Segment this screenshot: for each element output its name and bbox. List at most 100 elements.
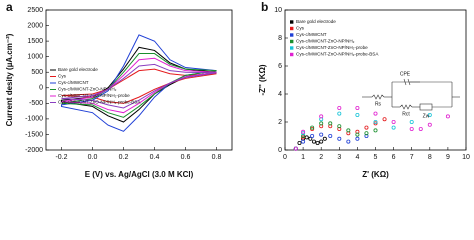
- x-tick-label: 0.6: [181, 154, 191, 161]
- y-tick-label: 0: [39, 85, 43, 92]
- x-tick-label: 0: [283, 154, 287, 161]
- legend-label: Bare gold electrode: [58, 67, 98, 72]
- nyquist-point: [373, 121, 378, 126]
- legend-label: Cys: [58, 74, 67, 79]
- y-tick-label: 0: [278, 147, 282, 154]
- nyquist-point: [319, 139, 324, 144]
- nyquist-point: [328, 124, 333, 129]
- nyquist-point: [373, 128, 378, 133]
- nyquist-point: [308, 136, 313, 141]
- y-tick-label: 8: [278, 35, 282, 42]
- x-tick-label: 3: [337, 154, 341, 161]
- y-tick-label: 2: [278, 119, 282, 126]
- legend-label: Bare gold electrode: [296, 19, 336, 24]
- panel-label: a: [6, 0, 13, 14]
- legend-label: Cys-c/MWCNT-ZnO-NP/NH₂-probe-BSA: [296, 52, 379, 57]
- x-tick-label: 8: [428, 154, 432, 161]
- nyquist-point: [301, 135, 306, 140]
- nyquist-point: [346, 128, 351, 133]
- cv-curve: [61, 68, 217, 104]
- x-axis-title: E (V) vs. Ag/AgCl (3.0 M KCl): [85, 170, 194, 179]
- y-tick-label: -1000: [25, 116, 43, 123]
- y-tick-label: 10: [274, 7, 282, 14]
- nyquist-point: [337, 111, 342, 116]
- legend-swatch: [290, 20, 294, 24]
- y-tick-label: 2000: [27, 22, 43, 29]
- legend-label: Cys-c/MWCNT: [58, 80, 89, 85]
- legend-label: Cys: [296, 26, 305, 31]
- nyquist-point: [301, 131, 306, 136]
- resistor: [399, 104, 413, 110]
- nyquist-point: [301, 133, 306, 138]
- cv-curve: [61, 53, 217, 118]
- nyquist-point: [319, 132, 324, 137]
- nyquist-point: [346, 139, 351, 144]
- nyquist-point: [355, 113, 360, 118]
- nyquist-point: [301, 139, 306, 144]
- nyquist-point: [311, 139, 316, 144]
- page: a -0.2 0.0 0.2 0.4 0.6 0.8 -2000 -1500 -1000 -500 0…: [5, 0, 470, 180]
- nyquist-point: [445, 114, 450, 119]
- y-tick-label: 1500: [27, 38, 43, 45]
- nyquist-point: [319, 121, 324, 126]
- y-tick-label: 4: [278, 91, 282, 98]
- figure: a -0.2 0.0 0.2 0.4 0.6 0.8 -2000 -1500 -1000 -500 0…: [5, 0, 470, 179]
- y-axis-title: -Z'' (KΩ): [258, 64, 267, 95]
- nyquist-point: [391, 125, 396, 130]
- legend-swatch: [290, 33, 294, 37]
- y-axis-title: Current desity (µA.cm⁻²): [5, 33, 14, 126]
- nyquist-point: [322, 136, 327, 141]
- inset-label: Zw: [423, 113, 430, 119]
- x-tick-label: 0.4: [150, 154, 160, 161]
- inset-label: Rs: [375, 101, 382, 107]
- legend-swatch: [290, 46, 294, 50]
- warburg: [419, 103, 433, 111]
- x-tick-label: 0.0: [88, 154, 98, 161]
- legend-label: Cys-c/MWCNT-ZnO-NP/NH₂: [296, 39, 355, 44]
- legend-label: Cys-c/MWCNT-ZnO-NP/NH₂-probe-BSA: [58, 100, 141, 105]
- nyquist-point: [319, 114, 324, 119]
- panel-label: b: [261, 0, 268, 14]
- nyquist-point: [409, 127, 414, 132]
- inset-label: CPE: [400, 71, 411, 77]
- nyquist-point: [293, 146, 298, 151]
- nyquist-point: [301, 129, 306, 134]
- cv-curve: [61, 57, 217, 114]
- nyquist-point: [328, 121, 333, 126]
- circuit-wire: [403, 78, 407, 86]
- nyquist-point: [373, 111, 378, 116]
- y-tick-label: 6: [278, 63, 282, 70]
- legend-label: Cys-c/MWCNT-ZnO-NP/NH₂-probe: [296, 45, 368, 50]
- x-tick-label: 1: [301, 154, 305, 161]
- nyquist-point: [337, 136, 342, 141]
- legend-label: Cys-c/MWCNT: [296, 32, 327, 37]
- nyquist-point: [364, 125, 369, 130]
- nyquist-point: [337, 106, 342, 111]
- y-tick-label: 1000: [27, 54, 43, 61]
- nyquist-point: [427, 122, 432, 127]
- nyquist-point: [297, 140, 302, 145]
- legend-swatch: [290, 26, 294, 31]
- equivalent-circuit: [362, 78, 460, 111]
- y-tick-label: -1500: [25, 131, 43, 138]
- x-axis-title: Z' (KΩ): [362, 170, 389, 179]
- inset-label: Rct: [402, 111, 410, 117]
- legend-swatch: [290, 52, 294, 57]
- x-tick-label: 10: [462, 154, 470, 161]
- x-tick-label: 9: [446, 154, 450, 161]
- nyquist-point: [346, 131, 351, 136]
- nyquist-point: [364, 133, 369, 138]
- nyquist-point: [382, 117, 387, 122]
- nyquist-point: [391, 120, 396, 125]
- legend-label: Cys-c/MWCNT-ZnO-NP/NH₂-probe: [58, 93, 130, 98]
- cv-curve: [61, 63, 217, 109]
- y-tick-label: -500: [29, 100, 43, 107]
- nyquist-point: [355, 136, 360, 141]
- nyquist-point: [355, 132, 360, 137]
- legend-label: Cys-c/MWCNT-ZnO-NP/NH₂: [58, 87, 117, 92]
- plot-frame: [45, 9, 233, 151]
- nyquist-point: [310, 127, 315, 132]
- x-tick-label: 2: [319, 154, 323, 161]
- nyquist-point: [418, 127, 423, 132]
- nyquist-point: [427, 113, 432, 118]
